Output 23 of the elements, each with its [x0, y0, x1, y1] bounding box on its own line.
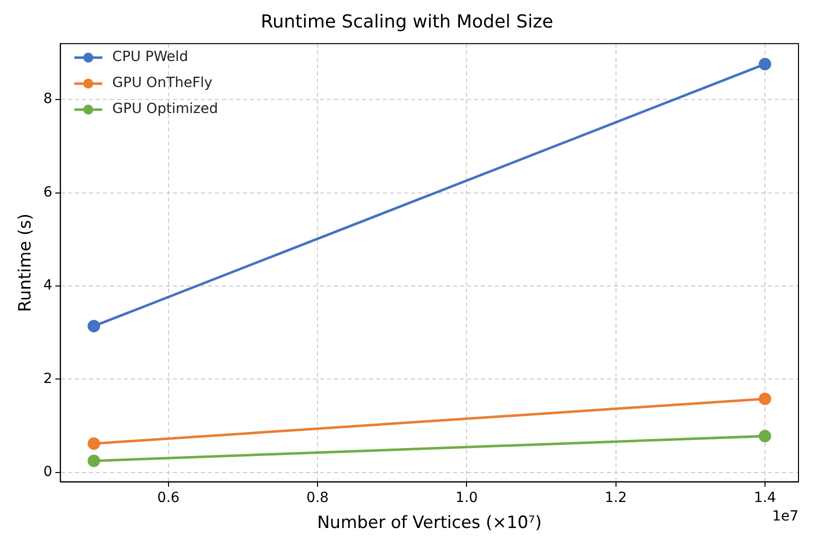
x-tick-label: 1.0 [456, 490, 478, 506]
x-tick-label: 0.6 [157, 490, 180, 506]
y-tick-label: 6 [43, 184, 52, 200]
text: 1e7 [772, 508, 798, 524]
x-tick-label: 1.4 [754, 490, 776, 506]
point [758, 58, 772, 70]
x-tick-label: 0.8 [306, 490, 329, 506]
x-tick-label: 1.2 [604, 490, 627, 506]
legend-label: CPU PWeld [112, 49, 188, 66]
y-tick-label: 2 [43, 370, 52, 387]
legend-label: GPU OnTheFly [112, 75, 212, 92]
chart-title: Runtime Scaling with Model Size [260, 11, 554, 32]
point [758, 392, 772, 406]
point [88, 437, 100, 450]
y-tick-label: 4 [43, 278, 52, 294]
point [88, 454, 100, 468]
y-axis-title: Runtime (s) [16, 213, 36, 312]
y-tick-label: 8 [43, 91, 52, 108]
point [88, 320, 100, 332]
x-axis-title: Number of Vertices (×10⁷) [317, 513, 542, 534]
point [758, 430, 772, 442]
y-tick-label: 0 [43, 464, 52, 480]
legend-label: GPU Optimized [112, 101, 218, 118]
